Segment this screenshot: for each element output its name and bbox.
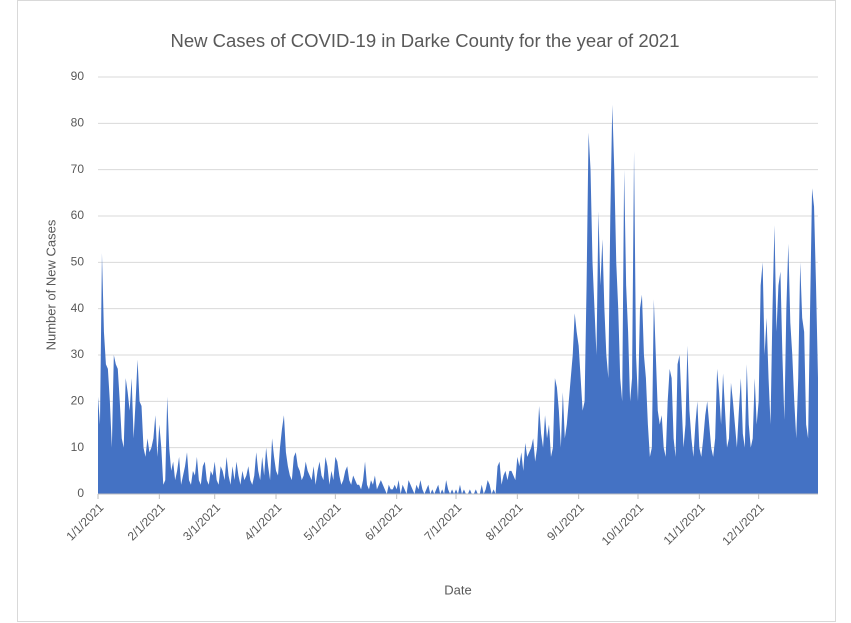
- y-tick-label: 90: [71, 69, 85, 83]
- y-tick-label: 40: [71, 301, 85, 315]
- y-axis-label: Number of New Cases: [43, 219, 58, 350]
- y-tick-label: 10: [71, 440, 85, 454]
- y-tick-label: 60: [71, 208, 85, 222]
- chart-frame: [17, 0, 836, 622]
- area: [98, 104, 818, 495]
- y-tick-label: 0: [77, 486, 84, 500]
- y-tick-label: 20: [71, 394, 85, 408]
- y-tick-label: 30: [71, 347, 85, 361]
- y-tick-label: 50: [71, 255, 85, 269]
- chart-title: New Cases of COVID-19 in Darke County fo…: [171, 30, 680, 51]
- x-axis-label: Date: [444, 582, 471, 597]
- y-tick-label: 70: [71, 162, 85, 176]
- y-tick-label: 80: [71, 116, 85, 130]
